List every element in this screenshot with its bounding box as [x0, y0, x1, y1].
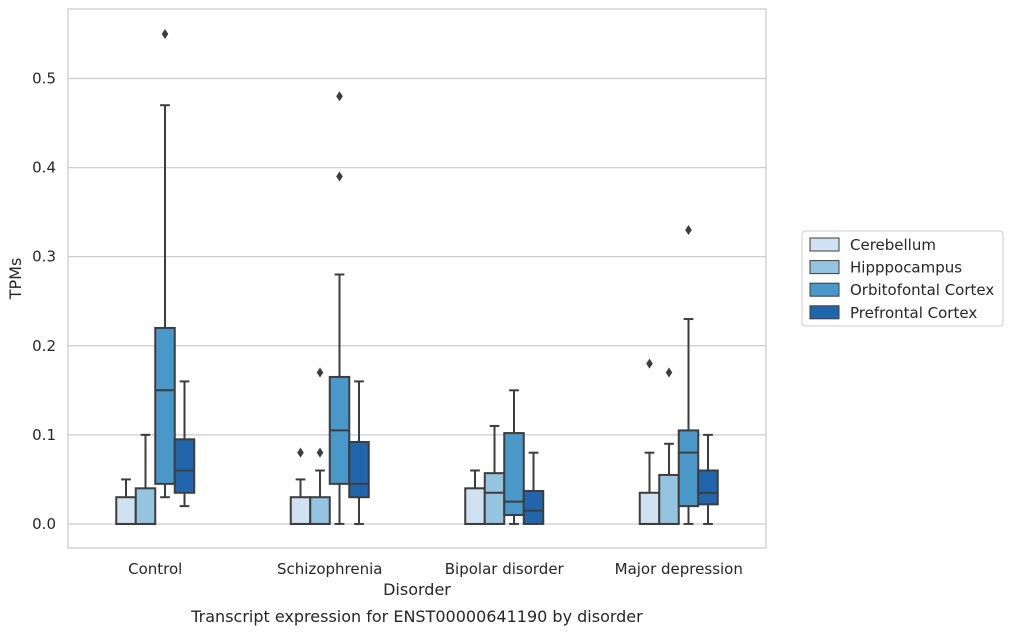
box-hipppocampus [134, 433, 157, 525]
box-prefrontal-cortex [173, 380, 196, 508]
x-tick-label: Schizophrenia [277, 560, 382, 578]
box-iqr [154, 326, 176, 485]
box-iqr [483, 472, 506, 525]
box-iqr [115, 496, 137, 525]
y-tick-label: 0.2 [32, 337, 56, 355]
box-hipppocampus [309, 367, 331, 525]
y-axis: 0.0 0.1 0.2 0.3 0.4 0.5 [32, 69, 56, 532]
box-hipppocampus [483, 424, 506, 525]
box-iqr [173, 438, 196, 494]
outlier-point [336, 91, 343, 102]
y-axis-label: TPMs [6, 258, 25, 301]
box-orbitofontal-cortex [328, 91, 351, 525]
legend-item: Hipppocampus [809, 259, 962, 277]
legend-swatch [809, 282, 840, 297]
box-iqr [503, 432, 525, 517]
box-iqr [134, 487, 157, 525]
box-orbitofontal-cortex [503, 389, 525, 525]
legend-frame [801, 230, 1004, 327]
box-cerebellum [464, 469, 486, 525]
legend-swatch [809, 260, 840, 275]
x-tick-label: Control [128, 560, 182, 578]
box-cerebellum [638, 358, 661, 525]
box-hipppocampus [658, 367, 680, 525]
outlier-point [297, 447, 304, 458]
box-iqr [658, 473, 680, 525]
boxes [115, 28, 719, 525]
y-tick-label: 0.5 [32, 69, 56, 87]
box-cerebellum [115, 478, 137, 525]
outlier-point [161, 28, 169, 39]
outlier-point [665, 367, 673, 378]
legend-item: Cerebellum [809, 236, 936, 254]
legend-label: Prefrontal Cortex [850, 304, 977, 322]
legend-swatch [809, 237, 840, 252]
box-prefrontal-cortex [522, 451, 545, 525]
outlier-point [336, 171, 343, 182]
box-iqr [289, 496, 312, 525]
box-cerebellum [289, 447, 312, 525]
x-tick-label: Major depression [615, 560, 743, 578]
outlier-point [685, 224, 692, 235]
box-prefrontal-cortex [697, 433, 719, 525]
legend-swatch [809, 305, 840, 320]
x-tick-label: Bipolar disorder [445, 560, 565, 578]
box-orbitofontal-cortex [154, 28, 176, 499]
outlier-point [646, 358, 653, 369]
x-axis-label: Disorder [383, 580, 451, 599]
y-tick-label: 0.4 [32, 159, 56, 177]
box-iqr [309, 496, 331, 525]
y-tick-label: 0.0 [32, 515, 56, 533]
plot-area-frame [67, 8, 767, 549]
legend-label: Cerebellum [850, 236, 936, 254]
box-iqr [464, 487, 486, 525]
legend-item: Orbitofontal Cortex [809, 281, 994, 299]
box-iqr [522, 489, 545, 525]
box-iqr [348, 440, 370, 499]
outlier-point [316, 367, 324, 378]
legend: Cerebellum Hipppocampus Orbitofontal Corte… [801, 230, 1004, 327]
box-iqr [697, 469, 719, 506]
box-prefrontal-cortex [348, 380, 370, 525]
x-axis: Control Schizophrenia Bipolar disorder Majo… [128, 560, 743, 578]
chart-caption: Transcript expression for ENST0000064119… [190, 607, 643, 626]
legend-item: Prefrontal Cortex [809, 304, 977, 322]
box-iqr [638, 491, 661, 525]
y-tick-label: 0.1 [32, 426, 56, 444]
box-orbitofontal-cortex [677, 224, 700, 525]
box-iqr [677, 429, 700, 508]
outlier-point [316, 447, 324, 458]
legend-label: Orbitofontal Cortex [850, 281, 994, 299]
y-tick-label: 0.3 [32, 248, 56, 266]
legend-label: Hipppocampus [850, 259, 962, 277]
